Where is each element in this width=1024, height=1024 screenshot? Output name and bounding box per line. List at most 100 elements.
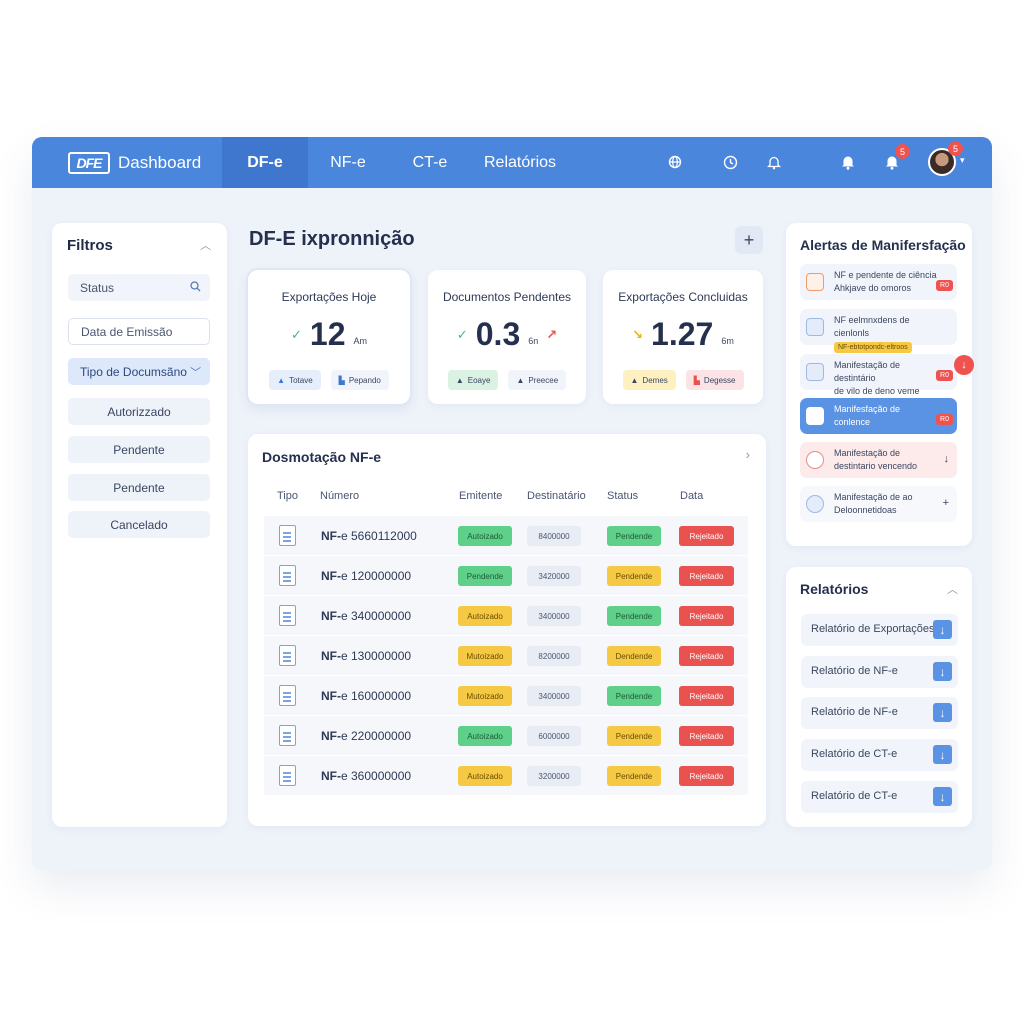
triangle-icon: ▲ xyxy=(516,375,525,385)
chevron-right-icon[interactable]: › xyxy=(745,447,750,462)
alert-item[interactable]: Manifestação de ao Deloonnetidoas + xyxy=(800,486,957,522)
chevron-up-icon[interactable]: ︿ xyxy=(947,584,958,596)
filter-option-pendente-2[interactable]: Pendente xyxy=(68,474,210,501)
alerts-title: Alertas de Manifersfação xyxy=(800,237,966,253)
status-chip: Pendende xyxy=(607,766,661,786)
row-number: NF-e 5660112000 xyxy=(321,529,417,543)
alert-item[interactable]: NF eelmnxdens de cienlonls NF-ebtotpondc-… xyxy=(800,309,957,353)
filter-option-pendente[interactable]: Pendente xyxy=(68,436,210,463)
avatar[interactable]: 5 xyxy=(928,141,963,176)
nfe-table-card: Dosmotação NF-e › Tipo Número Emitente D… xyxy=(248,434,766,826)
doc-type-select[interactable]: Tipo de Documsãno ﹀ xyxy=(68,358,210,385)
stat-pill[interactable]: ▲ Demes xyxy=(622,370,676,390)
triangle-icon: ▲ xyxy=(277,375,286,385)
table-row[interactable]: NF-e 120000000 Pendende 3420000 Pendende… xyxy=(264,555,748,595)
download-icon[interactable]: ↓ xyxy=(943,453,950,465)
table-row[interactable]: NF-e 220000000 Autoizado 6000000 Pendend… xyxy=(264,715,748,755)
column-header-tipo[interactable]: Tipo xyxy=(277,490,298,502)
status-placeholder: Status xyxy=(80,280,115,295)
table-row[interactable]: NF-e 360000000 Autoizado 3200000 Pendend… xyxy=(264,755,748,795)
chat-icon xyxy=(806,495,824,513)
row-number: NF-e 340000000 xyxy=(321,609,412,623)
stat-label: Exportações Hoje xyxy=(281,290,377,304)
search-icon[interactable] xyxy=(190,280,201,295)
stat-card-exports-today[interactable]: Exportações Hoje ✓ 12 Am ▲ Totave ▙ Pepand… xyxy=(248,270,410,404)
row-number: NF-e 360000000 xyxy=(321,769,412,783)
tab-ct-e[interactable]: CT-e xyxy=(412,153,448,171)
clock-icon[interactable] xyxy=(719,151,741,173)
column-header-numero[interactable]: Número xyxy=(320,490,360,502)
stat-unit: 6m xyxy=(721,335,734,346)
stat-pill[interactable]: ▙ Degesse xyxy=(685,370,744,390)
stat-card-pending-docs[interactable]: Documentos Pendentes ✓ 0.3 6n ↗ ▲ Eoaye ▲… xyxy=(428,270,586,404)
stat-pill[interactable]: ▲ Totave xyxy=(269,370,321,390)
column-header-destinatario[interactable]: Destinatário xyxy=(527,490,586,502)
report-item[interactable]: Relatório de NF-e ↓ xyxy=(801,697,958,729)
download-icon[interactable]: ↓ xyxy=(933,662,952,681)
report-item[interactable]: Relatório de Exportações ↓ xyxy=(801,614,958,646)
date-emission-input[interactable]: Data de Emissão xyxy=(68,318,210,345)
filters-panel: Filtros ︿ Status Data de Emissão Tipo de… xyxy=(52,223,227,827)
filters-title: Filtros xyxy=(67,237,113,254)
report-item[interactable]: Relatório de NF-e ↓ xyxy=(801,656,958,688)
status-search-input[interactable]: Status xyxy=(68,274,210,301)
stat-card-exports-completed[interactable]: Exportações Concluidas ↘ 1.27 6m ▲ Demes … xyxy=(603,270,763,404)
table-row[interactable]: NF-e 130000000 Mutoizado 8200000 Dendend… xyxy=(264,635,748,675)
alert-item[interactable]: Manifestação de destintario vencendo ↓ xyxy=(800,442,957,478)
notifications-bell-icon[interactable]: 5 xyxy=(881,144,910,173)
tab-df-e[interactable]: DF-e xyxy=(222,137,308,188)
add-icon[interactable]: + xyxy=(942,497,949,509)
row-number: NF-e 120000000 xyxy=(321,569,412,583)
stat-pill[interactable]: ▲ Preecee xyxy=(508,370,567,390)
globe-icon[interactable] xyxy=(664,151,686,173)
status-chip: Pendende xyxy=(607,526,661,546)
add-button[interactable]: + xyxy=(735,226,763,254)
report-item[interactable]: Relatório de CT-e ↓ xyxy=(801,781,958,813)
destinatario-chip: 3420000 xyxy=(527,566,581,586)
stat-pill[interactable]: ▙ Pepando xyxy=(330,370,389,390)
tab-nf-e[interactable]: NF-e xyxy=(330,153,366,171)
document-icon xyxy=(279,525,296,546)
tab-relatorios[interactable]: Relatórios xyxy=(483,153,557,171)
brand[interactable]: DFE Dashboard xyxy=(32,137,222,188)
download-icon[interactable]: ↓ xyxy=(933,620,952,639)
column-header-data[interactable]: Data xyxy=(680,490,704,502)
table-row[interactable]: NF-e 340000000 Autoizado 3400000 Pendend… xyxy=(264,595,748,635)
row-number: NF-e 130000000 xyxy=(321,649,412,663)
alert-item[interactable]: Manifestação de destintário de vilo de de… xyxy=(800,354,957,396)
chevron-up-icon[interactable]: ︿ xyxy=(200,240,211,252)
alert-item-selected[interactable]: Manifesfação de conlence R0 xyxy=(800,398,957,434)
table-row[interactable]: NF-e 160000000 Mutoizado 3400000 Pendend… xyxy=(264,675,748,715)
reports-panel: Relatórios ︿ Relatório de Exportações ↓ … xyxy=(786,567,972,827)
data-chip: Rejeitado xyxy=(679,566,734,586)
data-chip: Rejeitado xyxy=(679,686,734,706)
bell-outline-icon[interactable] xyxy=(763,151,785,173)
column-header-emitente[interactable]: Emitente xyxy=(459,490,503,502)
date-placeholder: Data de Emissão xyxy=(81,324,173,339)
logo: DFE xyxy=(68,151,110,174)
bell-icon[interactable] xyxy=(837,151,859,173)
trend-down-icon: ↘ xyxy=(632,326,644,342)
filter-option-autorizado[interactable]: Autorizzado xyxy=(68,398,210,425)
download-icon[interactable]: ↓ xyxy=(933,787,952,806)
emitente-chip: Autoizado xyxy=(458,526,512,546)
document-icon xyxy=(279,685,296,706)
stat-value: 0.3 xyxy=(475,316,521,352)
emitente-chip: Autoizado xyxy=(458,726,512,746)
stat-value: 12 xyxy=(309,316,346,352)
alert-item[interactable]: NF e pendente de ciência Ahkjave do omoro… xyxy=(800,264,957,300)
table-row[interactable]: NF-e 5660112000 Autoizado 8400000 Penden… xyxy=(264,515,748,555)
column-header-status[interactable]: Status xyxy=(607,490,639,502)
download-icon[interactable]: ↓ xyxy=(933,703,952,722)
download-icon[interactable]: ↓ xyxy=(933,745,952,764)
data-chip: Rejeitado xyxy=(679,766,734,786)
report-item[interactable]: Relatório de CT-e ↓ xyxy=(801,739,958,771)
filter-option-cancelado[interactable]: Cancelado xyxy=(68,511,210,538)
document-icon xyxy=(806,363,824,381)
document-icon xyxy=(279,565,296,586)
chevron-down-icon[interactable]: ▾ xyxy=(960,155,965,165)
alerts-badge[interactable]: ↓ xyxy=(954,355,974,375)
destinatario-chip: 3200000 xyxy=(527,766,581,786)
stat-pill[interactable]: ▲ Eoaye xyxy=(447,370,499,390)
data-chip: Rejeitado xyxy=(679,726,734,746)
